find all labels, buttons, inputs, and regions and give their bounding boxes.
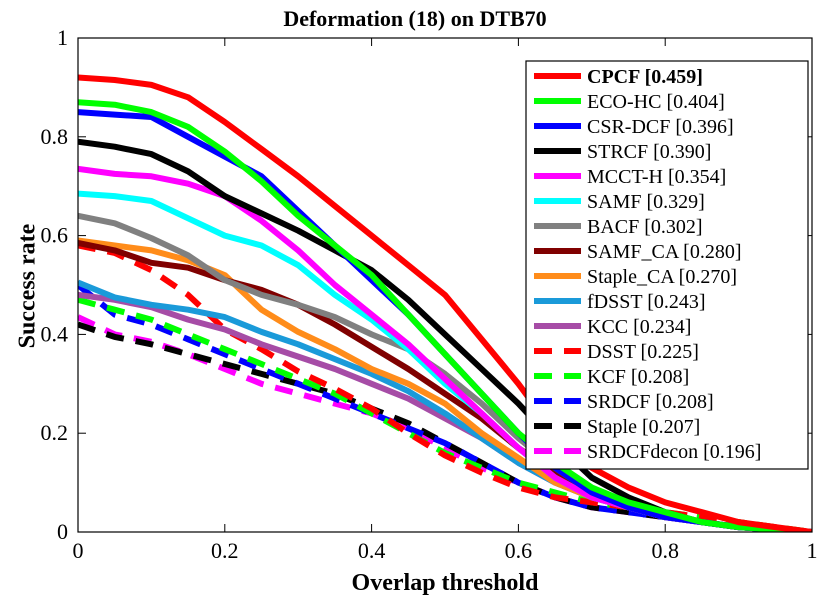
legend-label-kcc: KCC [0.234] <box>587 316 691 338</box>
legend-label-samf: SAMF [0.329] <box>587 191 705 213</box>
legend-label-strcf: STRCF [0.390] <box>587 141 711 163</box>
x-tick-label: 1 <box>807 538 818 563</box>
y-tick-label: 0.4 <box>41 321 69 346</box>
legend-label-bacf: BACF [0.302] <box>587 216 703 238</box>
legend-label-staple: Staple [0.207] <box>587 416 700 438</box>
y-axis-label: Success rate <box>14 223 41 349</box>
legend-label-mcct-h: MCCT-H [0.354] <box>587 166 726 188</box>
x-tick-label: 0.6 <box>505 538 533 563</box>
x-tick-label: 0.4 <box>358 538 386 563</box>
series-line-cpcf <box>78 74 812 532</box>
series-line-eco-hc <box>78 99 812 532</box>
axes-box <box>77 37 813 533</box>
y-tick-label: 0.2 <box>41 420 69 445</box>
y-tick-label: 1 <box>57 25 68 50</box>
legend-label-srdcf: SRDCF [0.208] <box>587 391 714 413</box>
y-tick-label: 0.8 <box>41 124 69 149</box>
x-tick-label: 0.2 <box>211 538 239 563</box>
x-axis-label: Overlap threshold <box>351 570 539 596</box>
y-tick-label: 0.6 <box>41 223 69 248</box>
x-tick-label: 0.8 <box>651 538 679 563</box>
chart-title: Deformation (18) on DTB70 <box>283 6 547 31</box>
legend-label-fdsst: fDSST [0.243] <box>587 291 706 313</box>
y-tick-label: 0 <box>57 519 68 544</box>
legend-label-samf-ca: SAMF_CA [0.280] <box>587 241 741 263</box>
legend-label-csr-dcf: CSR-DCF [0.396] <box>587 116 734 138</box>
legend-label-dsst: DSST [0.225] <box>587 341 699 363</box>
series-line-dsst <box>78 242 812 532</box>
legend-label-kcf: KCF [0.208] <box>587 366 689 388</box>
legend-label-cpcf: CPCF [0.459] <box>587 66 703 88</box>
legend-label-eco-hc: ECO-HC [0.404] <box>587 91 725 113</box>
legend-label-staple-ca: Staple_CA [0.270] <box>587 266 737 288</box>
x-tick-label: 0 <box>73 538 84 563</box>
legend-label-srdcfdecon: SRDCFdecon [0.196] <box>587 441 761 463</box>
